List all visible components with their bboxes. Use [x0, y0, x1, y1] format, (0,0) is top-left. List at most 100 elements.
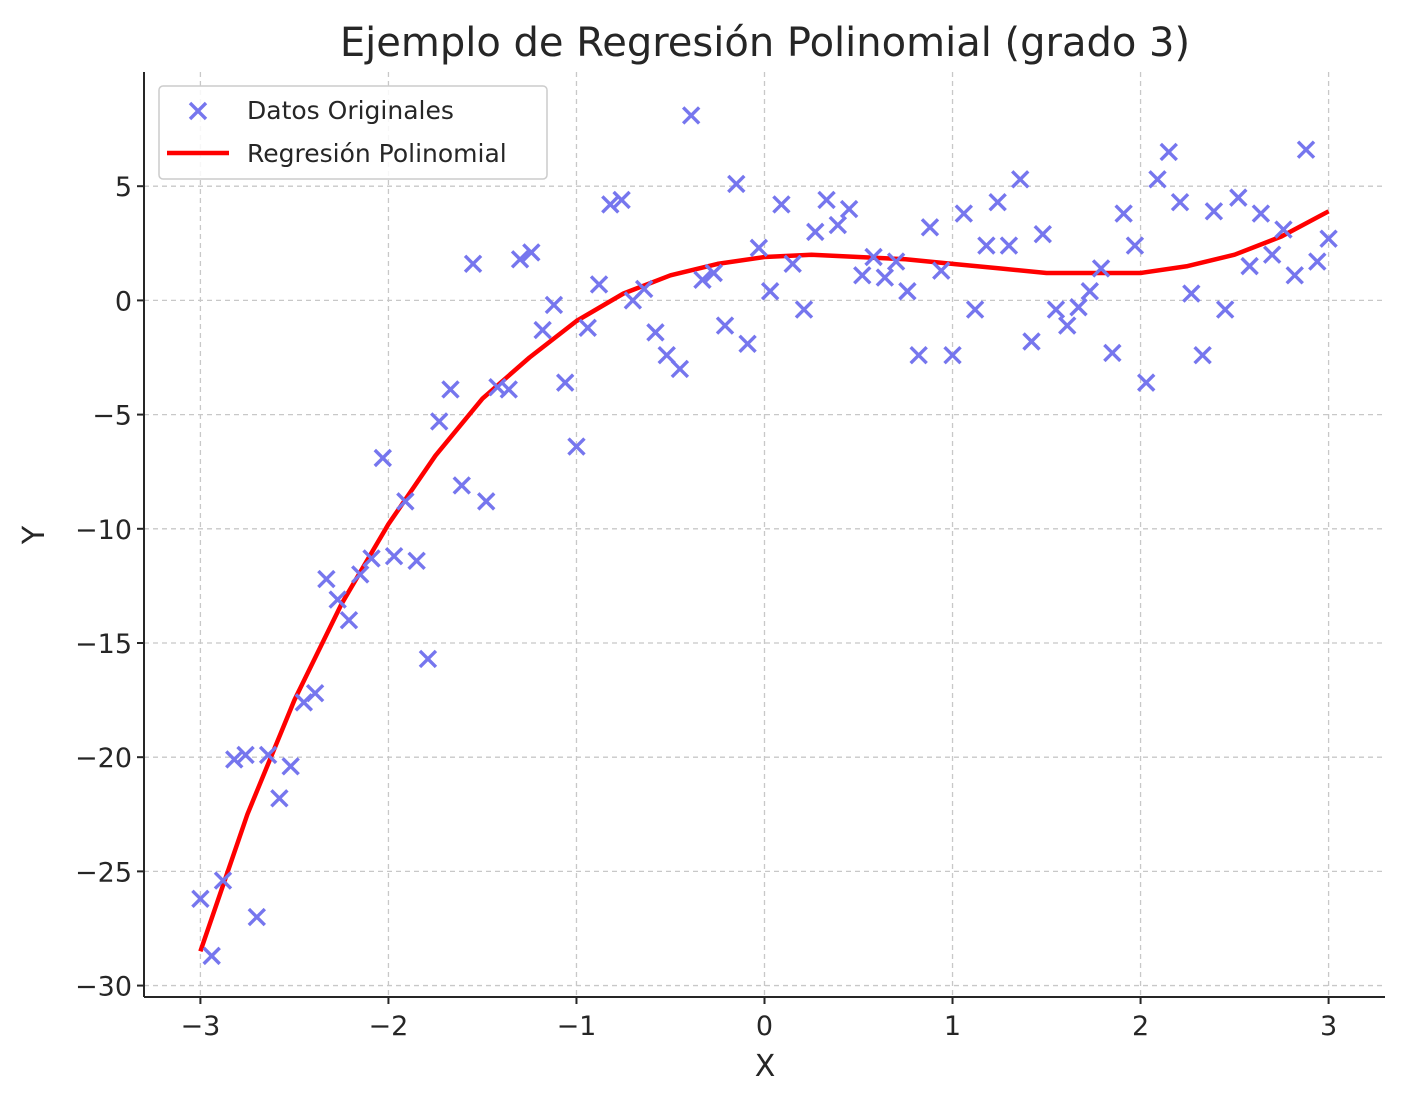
data-point	[510, 250, 530, 269]
data-point	[715, 316, 735, 335]
ticks-layer: −3 −2 −1 0 1 2 350−5−10−15−20−25−30	[75, 172, 1337, 1042]
data-point	[988, 192, 1007, 212]
data-point	[943, 346, 962, 365]
data-point	[999, 236, 1019, 255]
data-point	[452, 476, 471, 495]
data-point	[1069, 298, 1088, 317]
data-point	[213, 871, 233, 890]
data-point	[1022, 332, 1041, 351]
data-point	[839, 199, 859, 219]
data-point	[1159, 142, 1178, 162]
data-point	[1262, 245, 1282, 264]
x-tick-label: 3	[1320, 1011, 1337, 1042]
data-point	[1114, 204, 1133, 223]
data-point	[1296, 140, 1316, 159]
data-point	[932, 261, 951, 280]
data-point	[749, 238, 769, 258]
line-layer	[198, 209, 1330, 953]
data-point	[954, 204, 974, 223]
data-point	[578, 318, 597, 338]
data-point	[555, 373, 575, 392]
scatter-layer	[191, 106, 1338, 966]
data-point	[965, 300, 985, 319]
data-point	[1011, 170, 1030, 189]
data-point	[499, 380, 518, 399]
data-point	[589, 275, 609, 294]
data-point	[418, 649, 438, 669]
x-tick-label: −2	[369, 1011, 409, 1042]
x-tick-label: −3	[181, 1011, 221, 1042]
data-point	[463, 254, 483, 274]
data-point	[384, 546, 404, 566]
data-point	[1058, 316, 1077, 335]
data-point	[794, 300, 814, 319]
data-point	[1182, 284, 1201, 303]
data-point	[1103, 343, 1122, 363]
data-point	[738, 334, 757, 353]
data-point	[898, 282, 917, 301]
data-point	[1080, 282, 1099, 301]
data-point	[886, 252, 906, 271]
y-tick-label: −25	[75, 857, 132, 888]
data-point	[817, 190, 836, 210]
data-point	[1229, 188, 1248, 207]
data-point	[225, 750, 244, 769]
data-point	[1125, 236, 1145, 255]
data-point	[670, 359, 690, 379]
data-point	[1136, 373, 1156, 392]
data-point	[339, 610, 359, 630]
data-point	[1170, 192, 1190, 212]
legend: Datos Originales Regresión Polinomial	[158, 85, 548, 180]
data-point	[875, 268, 895, 287]
data-point	[533, 320, 552, 340]
y-tick-label: 5	[115, 172, 132, 203]
data-point	[236, 745, 255, 765]
grid-layer	[144, 72, 1385, 997]
data-point	[1251, 204, 1271, 223]
data-point	[806, 222, 825, 242]
data-point	[760, 282, 780, 301]
data-point	[202, 946, 221, 966]
data-point	[396, 492, 415, 511]
data-point	[1148, 170, 1167, 189]
y-tick-label: −10	[75, 515, 132, 546]
data-point	[601, 195, 620, 214]
y-tick-label: −30	[75, 972, 132, 1003]
data-point	[681, 106, 701, 125]
data-point	[544, 295, 564, 315]
x-tick-label: 1	[944, 1011, 961, 1042]
y-axis-label: Y	[17, 525, 52, 545]
data-point	[1091, 259, 1111, 278]
y-tick-label: −5	[92, 401, 132, 432]
data-point	[441, 380, 460, 399]
data-point	[567, 437, 586, 456]
data-point	[281, 757, 300, 776]
data-point	[909, 346, 928, 365]
data-point	[305, 684, 325, 703]
data-point	[1308, 252, 1327, 271]
data-point	[1215, 300, 1235, 319]
data-point	[864, 247, 883, 267]
data-point	[657, 346, 676, 365]
data-point	[1274, 220, 1293, 239]
data-point	[328, 590, 347, 609]
data-point	[828, 215, 848, 235]
data-point	[477, 492, 496, 511]
data-point	[258, 745, 278, 765]
data-point	[191, 889, 210, 908]
chart-title: Ejemplo de Regresión Polinomial (grado 3…	[340, 20, 1190, 66]
data-point	[977, 236, 996, 255]
data-point	[270, 789, 289, 808]
data-point	[247, 907, 267, 927]
legend-label-scatter: Datos Originales	[247, 96, 454, 125]
y-tick-label: −20	[75, 743, 132, 774]
data-point	[693, 270, 712, 290]
data-point	[522, 243, 541, 262]
y-tick-label: −15	[75, 629, 132, 660]
data-point	[853, 266, 872, 285]
data-point	[646, 323, 665, 342]
data-point	[1319, 229, 1338, 248]
data-point	[1193, 346, 1212, 365]
legend-label-line: Regresión Polinomial	[247, 139, 507, 168]
